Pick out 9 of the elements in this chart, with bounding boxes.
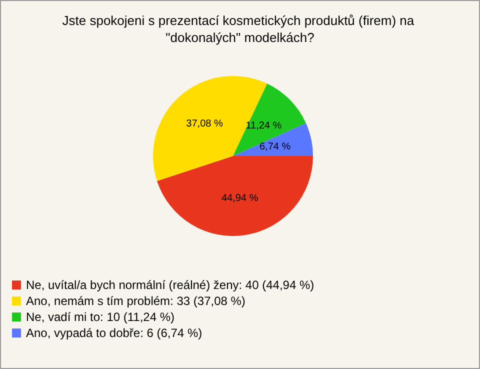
legend-label: Ano, nemám s tím problém: 33 (37,08 %) [26, 294, 246, 308]
data-label: 37,08 % [186, 118, 223, 130]
legend-label: Ano, vypadá to dobře: 6 (6,74 %) [26, 326, 202, 340]
chart-title: Jste spokojeni s prezentací kosmetických produktů (firem) na "dokonalých" modelkách? [62, 13, 418, 45]
data-label: 6,74 % [259, 141, 291, 152]
legend-label: Ne, uvítal/a bych normální (reálné) ženy: 40 (44,94 %) [26, 278, 314, 292]
data-label: 11,24 % [246, 120, 282, 132]
legend-label: Ne, vadí mi to: 10 (11,24 %) [26, 310, 175, 324]
data-label: 44,94 % [221, 192, 258, 204]
